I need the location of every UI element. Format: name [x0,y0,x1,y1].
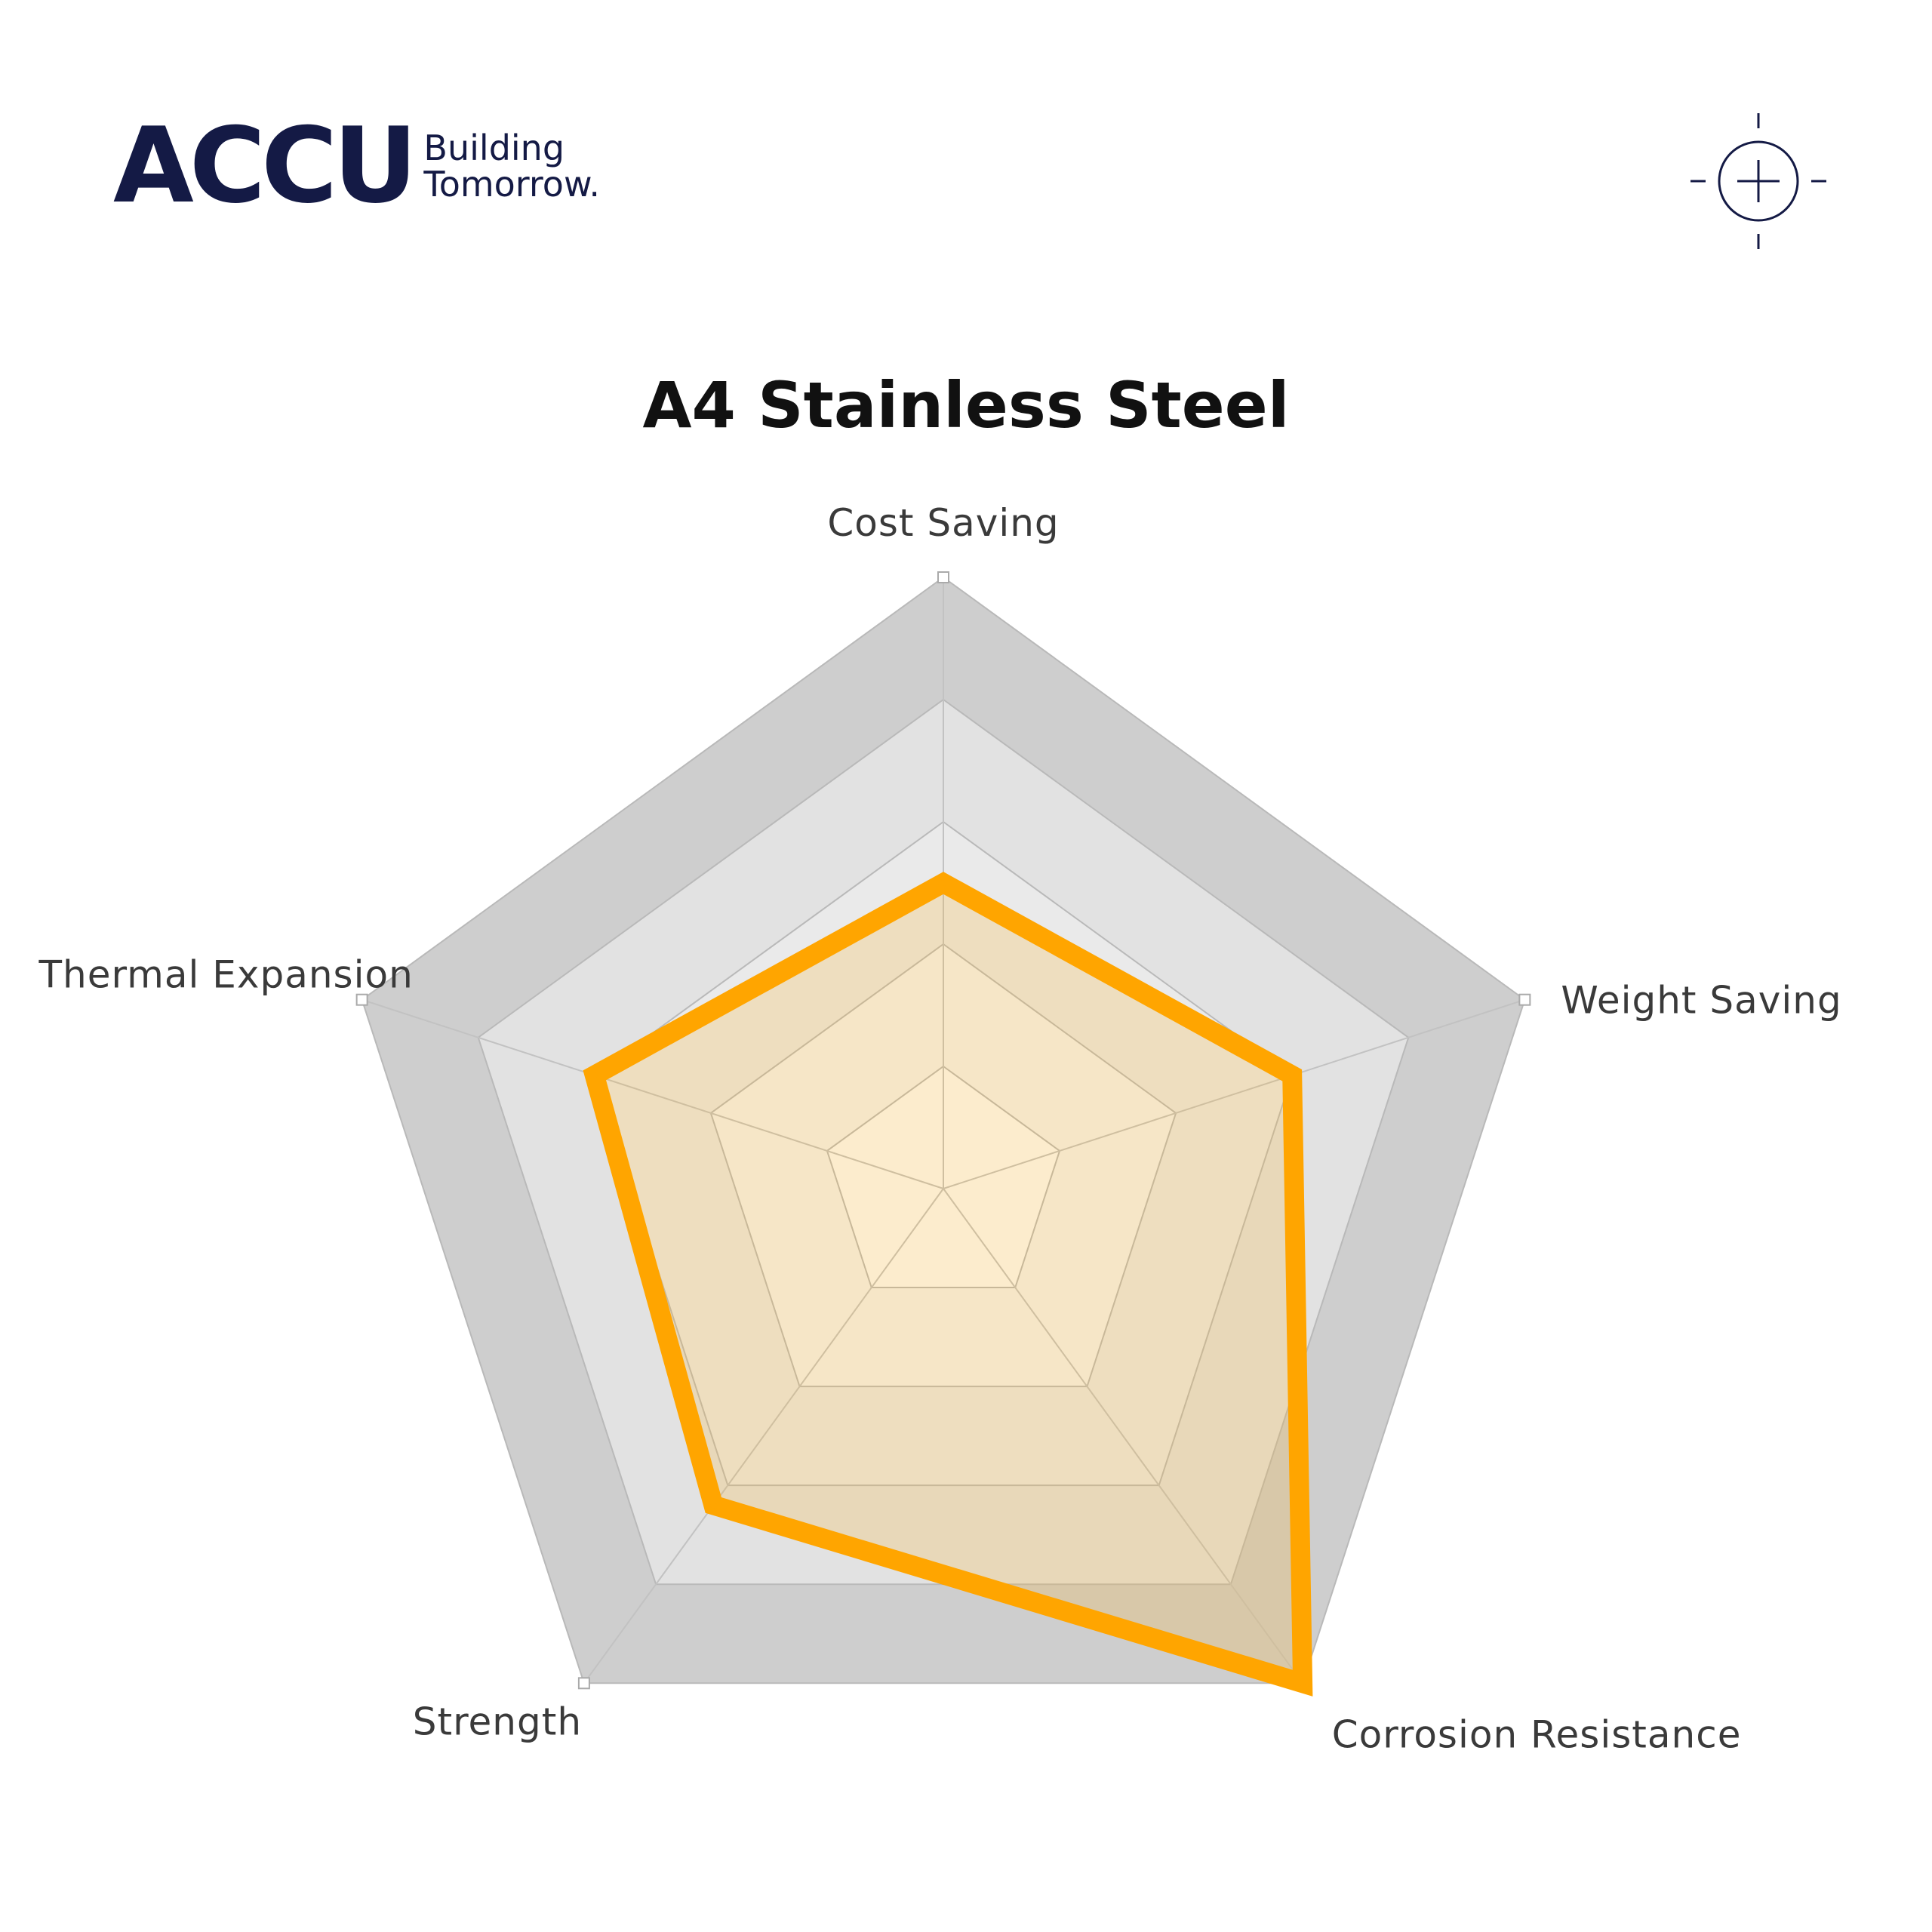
radar-series-polygon [583,872,1313,1697]
axis-label-cost-saving: Cost Saving [827,501,1059,545]
logo-tagline-line1: Building [423,127,565,168]
logo-tagline: Building Tomorrow. [423,127,600,205]
axis-label-corrosion-resistance: Corrosion Resistance [1332,1712,1742,1756]
chart-title: A4 Stainless Steel [642,368,1290,442]
radar-point-1 [1289,1072,1296,1078]
radar-axis-marker-0 [937,571,949,583]
axis-label-weight-saving: Weight Saving [1561,979,1841,1023]
radar-point-0 [940,880,946,886]
logo: ACCU Building Tomorrow. [113,113,600,219]
radar-point-3 [710,1502,717,1509]
radar-spoke-2 [943,1188,1303,1684]
logo-wordmark: ACCU [113,105,417,226]
axis-label-thermal-expansion: Thermal Expansion [38,953,414,997]
radar-axis-marker-4 [355,993,368,1006]
radar-spoke-1 [943,998,1525,1189]
radar-axis-marker-1 [1518,993,1531,1006]
radar-spoke-3 [583,1188,944,1684]
crosshair-icon [1690,113,1826,249]
radar-point-4 [591,1072,598,1078]
logo-tagline-line2: Tomorrow. [423,164,600,205]
radar-axis-marker-3 [577,1677,590,1690]
axis-label-strength: Strength [413,1700,582,1743]
radar-spoke-4 [361,998,944,1189]
radar-point-2 [1300,1680,1306,1687]
